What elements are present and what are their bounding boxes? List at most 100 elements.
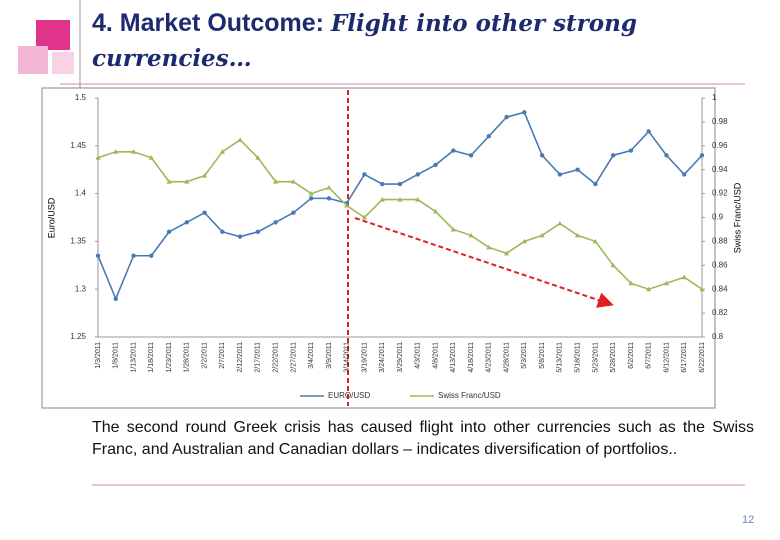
x-tick-label: 6/2/2011 bbox=[628, 342, 635, 369]
x-tick-label: 4/8/2011 bbox=[432, 342, 439, 369]
point bbox=[681, 274, 687, 280]
y-tick-label: 1.4 bbox=[75, 189, 87, 198]
y-axis-label: Euro/USD bbox=[46, 197, 56, 238]
x-tick-label: 2/27/2011 bbox=[290, 342, 297, 373]
y2-tick-label: 0.94 bbox=[712, 165, 728, 174]
x-tick-label: 1/18/2011 bbox=[148, 342, 155, 373]
point bbox=[290, 179, 297, 184]
point bbox=[593, 181, 598, 187]
point bbox=[468, 153, 474, 158]
x-tick-label: 5/13/2011 bbox=[557, 342, 564, 373]
x-tick-label: 3/19/2011 bbox=[361, 342, 368, 373]
title-part: 4. Market Outcome: bbox=[92, 9, 325, 37]
y-tick-label: 1.25 bbox=[70, 332, 86, 341]
x-tick-label: 2/17/2011 bbox=[255, 342, 262, 373]
x-tick-label: 1/28/2011 bbox=[184, 342, 191, 373]
y-tick-label: 1.5 bbox=[75, 93, 87, 102]
y2-tick-label: 0.88 bbox=[712, 237, 728, 246]
point bbox=[521, 238, 527, 244]
point bbox=[149, 253, 154, 258]
deco-square bbox=[18, 46, 48, 74]
point bbox=[664, 153, 669, 158]
x-tick-label: 3/9/2011 bbox=[326, 342, 333, 369]
point bbox=[663, 280, 670, 286]
y2-tick-label: 0.86 bbox=[712, 260, 728, 269]
point bbox=[682, 172, 687, 177]
deco-square bbox=[52, 52, 74, 74]
point bbox=[166, 229, 172, 235]
point bbox=[273, 179, 279, 184]
point bbox=[592, 238, 599, 244]
point bbox=[628, 280, 634, 286]
point bbox=[255, 229, 261, 235]
x-tick-label: 6/17/2011 bbox=[681, 342, 688, 373]
x-tick-label: 5/23/2011 bbox=[592, 342, 599, 373]
point bbox=[344, 202, 350, 208]
point bbox=[646, 286, 652, 292]
point bbox=[308, 196, 314, 201]
point bbox=[557, 220, 563, 226]
point bbox=[184, 179, 190, 184]
point bbox=[308, 191, 314, 196]
point bbox=[379, 196, 385, 202]
x-tick-label: 6/22/2011 bbox=[699, 342, 706, 373]
point bbox=[326, 196, 332, 201]
point bbox=[486, 244, 492, 250]
point bbox=[610, 262, 616, 268]
y2-axis-label: Swiss Franc/USD bbox=[732, 182, 742, 253]
point bbox=[255, 155, 261, 160]
x-tick-label: 5/28/2011 bbox=[610, 342, 617, 373]
title-part: Flight into other strong currencies… bbox=[92, 10, 637, 72]
point bbox=[503, 250, 510, 256]
point bbox=[166, 179, 172, 184]
y2-tick-label: 1 bbox=[712, 93, 717, 102]
x-tick-label: 1/23/2011 bbox=[166, 342, 173, 373]
point bbox=[575, 167, 580, 172]
point bbox=[95, 253, 101, 258]
point bbox=[326, 185, 332, 190]
point bbox=[450, 226, 456, 232]
point bbox=[699, 286, 705, 292]
point bbox=[628, 148, 634, 153]
point bbox=[397, 181, 403, 187]
point bbox=[539, 153, 545, 158]
point bbox=[113, 296, 118, 301]
x-tick-label: 5/8/2011 bbox=[539, 342, 546, 369]
x-tick-label: 6/7/2011 bbox=[646, 342, 653, 369]
point bbox=[504, 114, 509, 120]
point bbox=[291, 210, 296, 215]
point bbox=[273, 220, 278, 225]
x-tick-label: 4/3/2011 bbox=[415, 342, 422, 369]
point bbox=[362, 172, 367, 177]
x-tick-label: 2/22/2011 bbox=[272, 342, 279, 373]
deco-square bbox=[36, 20, 70, 50]
x-tick-label: 3/4/2011 bbox=[308, 342, 315, 369]
x-tick-label: 3/29/2011 bbox=[397, 342, 404, 373]
x-tick-label: 4/18/2011 bbox=[468, 342, 475, 373]
point bbox=[131, 253, 136, 258]
y-tick-label: 1.35 bbox=[70, 237, 86, 246]
y2-tick-label: 0.9 bbox=[712, 213, 724, 222]
point bbox=[184, 220, 190, 225]
slide-title: 4. Market Outcome: Flight into other str… bbox=[92, 6, 732, 76]
x-tick-label: 5/3/2011 bbox=[521, 342, 528, 369]
point bbox=[486, 134, 492, 139]
point bbox=[148, 155, 154, 160]
legend-label: EURO/USD bbox=[328, 391, 370, 400]
point bbox=[202, 210, 207, 215]
point bbox=[397, 196, 403, 202]
x-tick-label: 3/14/2011 bbox=[344, 342, 351, 373]
point bbox=[95, 155, 101, 160]
x-tick-label: 1/13/2011 bbox=[130, 342, 137, 373]
x-tick-label: 1/3/2011 bbox=[95, 342, 102, 369]
point bbox=[539, 232, 545, 238]
point bbox=[575, 232, 581, 238]
x-tick-label: 2/12/2011 bbox=[237, 342, 244, 373]
point bbox=[201, 173, 208, 178]
point bbox=[432, 208, 439, 214]
annotation-arrow bbox=[354, 217, 614, 308]
point bbox=[522, 110, 527, 115]
x-tick-label: 4/23/2011 bbox=[486, 342, 493, 373]
